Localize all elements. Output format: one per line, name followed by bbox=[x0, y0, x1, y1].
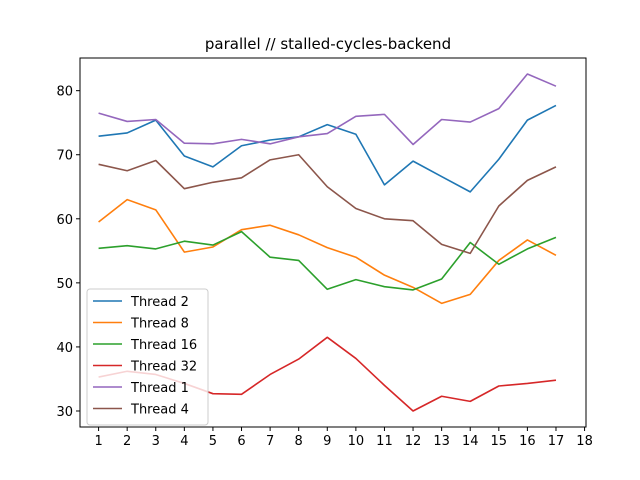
x-tick-label: 2 bbox=[123, 434, 131, 449]
x-tick-label: 15 bbox=[491, 434, 508, 449]
x-tick-label: 1 bbox=[94, 434, 102, 449]
x-tick-label: 8 bbox=[295, 434, 303, 449]
legend: Thread 2 Thread 8 Thread 16 Thread 32 Thread… bbox=[86, 288, 209, 426]
axes-frame bbox=[79, 57, 587, 428]
x-tick-label: 10 bbox=[348, 434, 365, 449]
x-tick-label: 5 bbox=[209, 434, 217, 449]
x-tick-label: 12 bbox=[405, 434, 422, 449]
y-tick-label: 60 bbox=[56, 213, 73, 228]
x-tick-label: 13 bbox=[433, 434, 450, 449]
series-line-thread-8 bbox=[98, 198, 557, 305]
series-line-thread-4 bbox=[98, 153, 557, 255]
x-tick-label: 4 bbox=[180, 434, 188, 449]
legend-label-thread-16: Thread 16 bbox=[130, 338, 197, 353]
legend-label-thread-4: Thread 4 bbox=[130, 403, 189, 418]
x-tick-label: 18 bbox=[576, 434, 593, 449]
x-tick-label: 14 bbox=[462, 434, 479, 449]
series-line-thread-16 bbox=[98, 230, 557, 291]
x-tick-label: 11 bbox=[376, 434, 393, 449]
y-tick-label: 70 bbox=[56, 149, 73, 164]
x-axis: 1 2 3 4 5 6 7 8 9 10 11 12 13 14 15 16 17 18 bbox=[94, 427, 593, 449]
x-tick-label: 9 bbox=[323, 434, 331, 449]
legend-label-thread-8: Thread 8 bbox=[130, 317, 189, 332]
legend-label-thread-2: Thread 2 bbox=[130, 295, 189, 310]
y-tick-label: 40 bbox=[56, 341, 73, 356]
legend-label-thread-1: Thread 1 bbox=[130, 381, 189, 396]
y-tick-label: 50 bbox=[56, 277, 73, 292]
series-line-thread-2 bbox=[98, 104, 557, 193]
x-tick-label: 16 bbox=[519, 434, 536, 449]
y-axis: 30 40 50 60 70 80 bbox=[56, 85, 80, 420]
series-line-thread-1 bbox=[98, 73, 557, 146]
x-tick-label: 6 bbox=[237, 434, 245, 449]
legend-label-thread-32: Thread 32 bbox=[130, 360, 197, 375]
x-tick-label: 7 bbox=[266, 434, 274, 449]
y-tick-label: 80 bbox=[56, 85, 73, 100]
x-tick-label: 17 bbox=[548, 434, 565, 449]
chart-title: parallel // stalled-cycles-backend bbox=[205, 35, 451, 53]
y-tick-label: 30 bbox=[56, 405, 73, 420]
x-tick-label: 3 bbox=[152, 434, 160, 449]
